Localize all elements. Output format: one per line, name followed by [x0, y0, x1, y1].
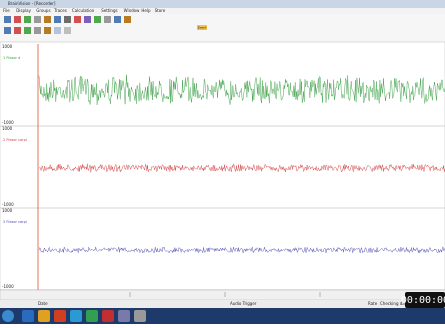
menu-item[interactable]: Settings	[101, 8, 117, 13]
marker: Event	[198, 26, 207, 30]
tool-button[interactable]	[34, 16, 41, 23]
tool-button[interactable]	[94, 16, 101, 23]
channel-label: 3 Flexor carpi	[3, 220, 27, 224]
scale-label: -1000	[2, 202, 14, 207]
task-icon[interactable]	[22, 310, 34, 322]
window-title: BrainVision - [Recorder]	[8, 1, 56, 6]
task-icon[interactable]	[54, 310, 66, 322]
channel-label: 2 Flexor carpi	[3, 138, 27, 142]
task-icon[interactable]	[134, 310, 146, 322]
task-icon[interactable]	[38, 310, 50, 322]
tool-button[interactable]	[104, 16, 111, 23]
tool-button[interactable]	[24, 16, 31, 23]
time-axis	[0, 290, 445, 300]
title-bar	[0, 0, 445, 8]
menu-item[interactable]: Store	[155, 8, 166, 13]
scale-label: 1000	[2, 44, 13, 49]
scale-label: -1000	[2, 284, 14, 289]
tool-button[interactable]	[84, 16, 91, 23]
clock: 00:00:00	[401, 295, 445, 306]
status-left: Date	[38, 301, 48, 306]
menu-item[interactable]: Display	[16, 8, 31, 13]
scale-label: 1000	[2, 126, 13, 131]
status-right: Rate	[368, 301, 378, 306]
menu-item[interactable]: Window	[124, 8, 141, 13]
tool-button[interactable]	[74, 16, 81, 23]
menu-item[interactable]: Help	[141, 8, 151, 13]
tool-button[interactable]	[34, 27, 41, 34]
tool-button[interactable]	[4, 27, 11, 34]
status-bar	[0, 300, 445, 308]
tool-button[interactable]	[124, 16, 131, 23]
task-icon[interactable]	[102, 310, 114, 322]
menu-item[interactable]: Calculation	[72, 8, 95, 13]
tool-button[interactable]	[64, 16, 71, 23]
taskbar	[0, 308, 445, 324]
menu-item[interactable]: Traces	[53, 8, 67, 13]
menu-item[interactable]: Groups	[36, 8, 50, 13]
tool-button[interactable]	[54, 16, 61, 23]
channel-label: 1 Flexor d	[3, 56, 20, 60]
tool-button[interactable]	[24, 27, 31, 34]
task-icon[interactable]	[70, 310, 82, 322]
tool-button[interactable]	[14, 27, 21, 34]
tool-button[interactable]	[14, 16, 21, 23]
tool-button[interactable]	[64, 27, 71, 34]
tool-button[interactable]	[4, 16, 11, 23]
screen: BrainVision - [Recorder] File Display Grou…	[0, 0, 445, 324]
scale-label: 1000	[2, 208, 13, 213]
status-center: Audio Trigger	[230, 301, 257, 306]
task-icon[interactable]	[86, 310, 98, 322]
tool-button[interactable]	[44, 16, 51, 23]
tool-button[interactable]	[114, 16, 121, 23]
start-button[interactable]	[2, 310, 14, 322]
tool-button[interactable]	[54, 27, 61, 34]
task-icon[interactable]	[118, 310, 130, 322]
scale-label: -1000	[2, 120, 14, 125]
tool-button[interactable]	[44, 27, 51, 34]
menu-item[interactable]: File	[3, 8, 10, 13]
